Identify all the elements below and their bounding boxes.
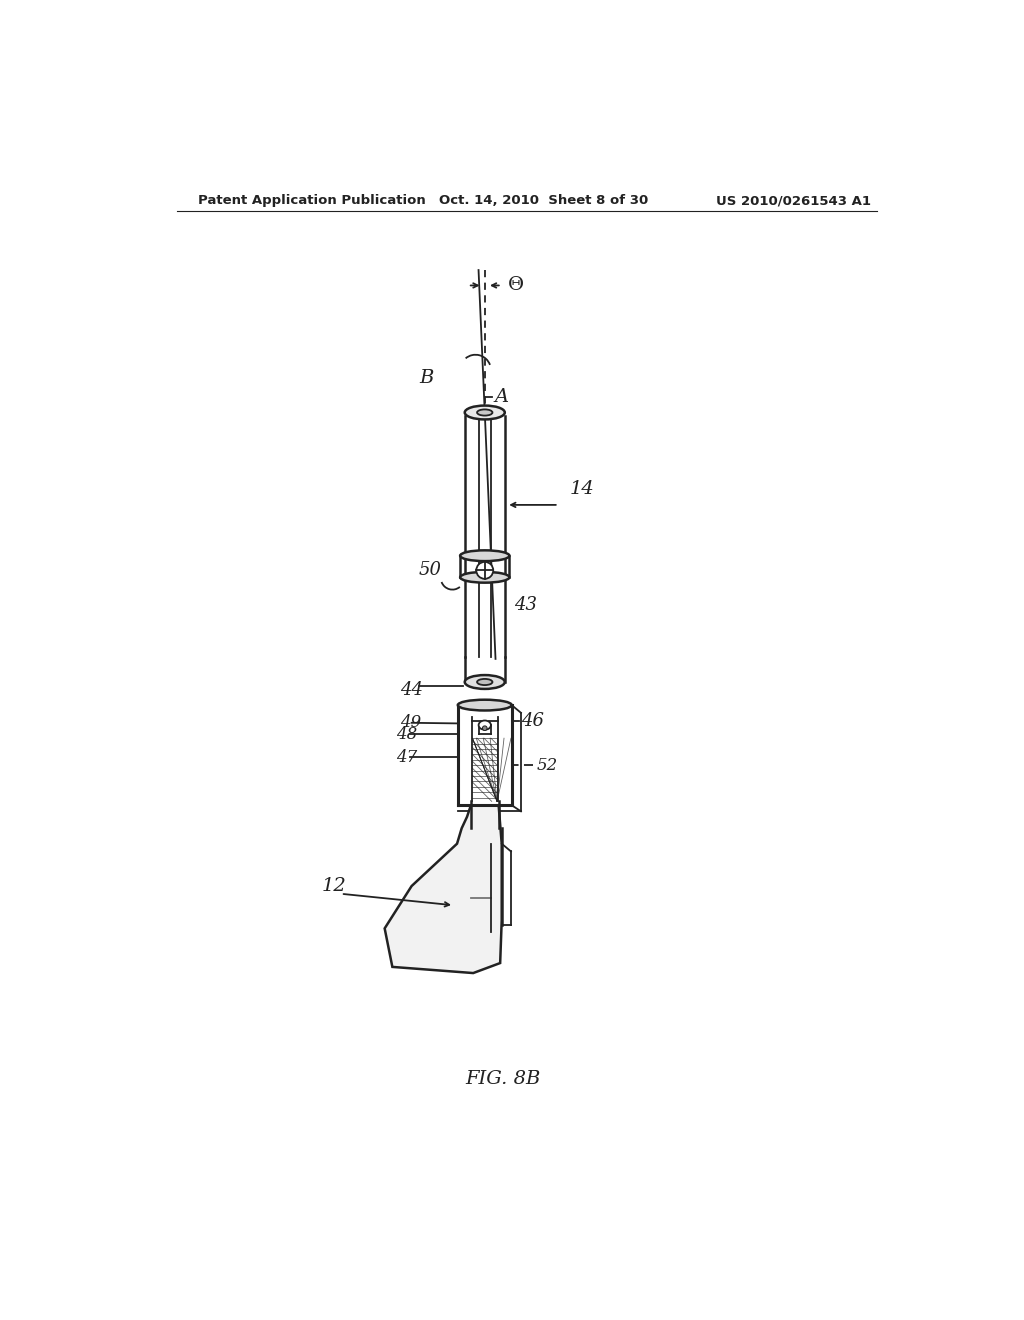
Text: 52: 52 [537, 756, 558, 774]
Text: 43: 43 [514, 597, 537, 614]
Text: 50: 50 [419, 561, 441, 579]
Text: 48: 48 [396, 726, 418, 743]
Polygon shape [385, 805, 502, 973]
Ellipse shape [477, 409, 493, 416]
Ellipse shape [458, 700, 512, 710]
Text: 44: 44 [400, 681, 423, 698]
Text: 12: 12 [322, 876, 346, 895]
Ellipse shape [460, 550, 509, 561]
Ellipse shape [465, 675, 505, 689]
Ellipse shape [477, 678, 493, 685]
Text: 47: 47 [396, 748, 418, 766]
Text: FIG. 8B: FIG. 8B [466, 1069, 541, 1088]
Text: 46: 46 [521, 711, 544, 730]
Circle shape [476, 562, 494, 579]
Ellipse shape [460, 572, 509, 582]
Ellipse shape [478, 721, 490, 730]
Text: 49: 49 [400, 714, 421, 731]
Text: 14: 14 [569, 480, 594, 499]
Text: A: A [494, 388, 508, 407]
Text: US 2010/0261543 A1: US 2010/0261543 A1 [716, 194, 870, 207]
Text: B: B [419, 368, 434, 387]
Text: Θ: Θ [508, 276, 524, 294]
Ellipse shape [465, 405, 505, 420]
Text: Oct. 14, 2010  Sheet 8 of 30: Oct. 14, 2010 Sheet 8 of 30 [438, 194, 648, 207]
Text: Patent Application Publication: Patent Application Publication [199, 194, 426, 207]
Circle shape [482, 726, 487, 730]
FancyBboxPatch shape [458, 705, 512, 805]
